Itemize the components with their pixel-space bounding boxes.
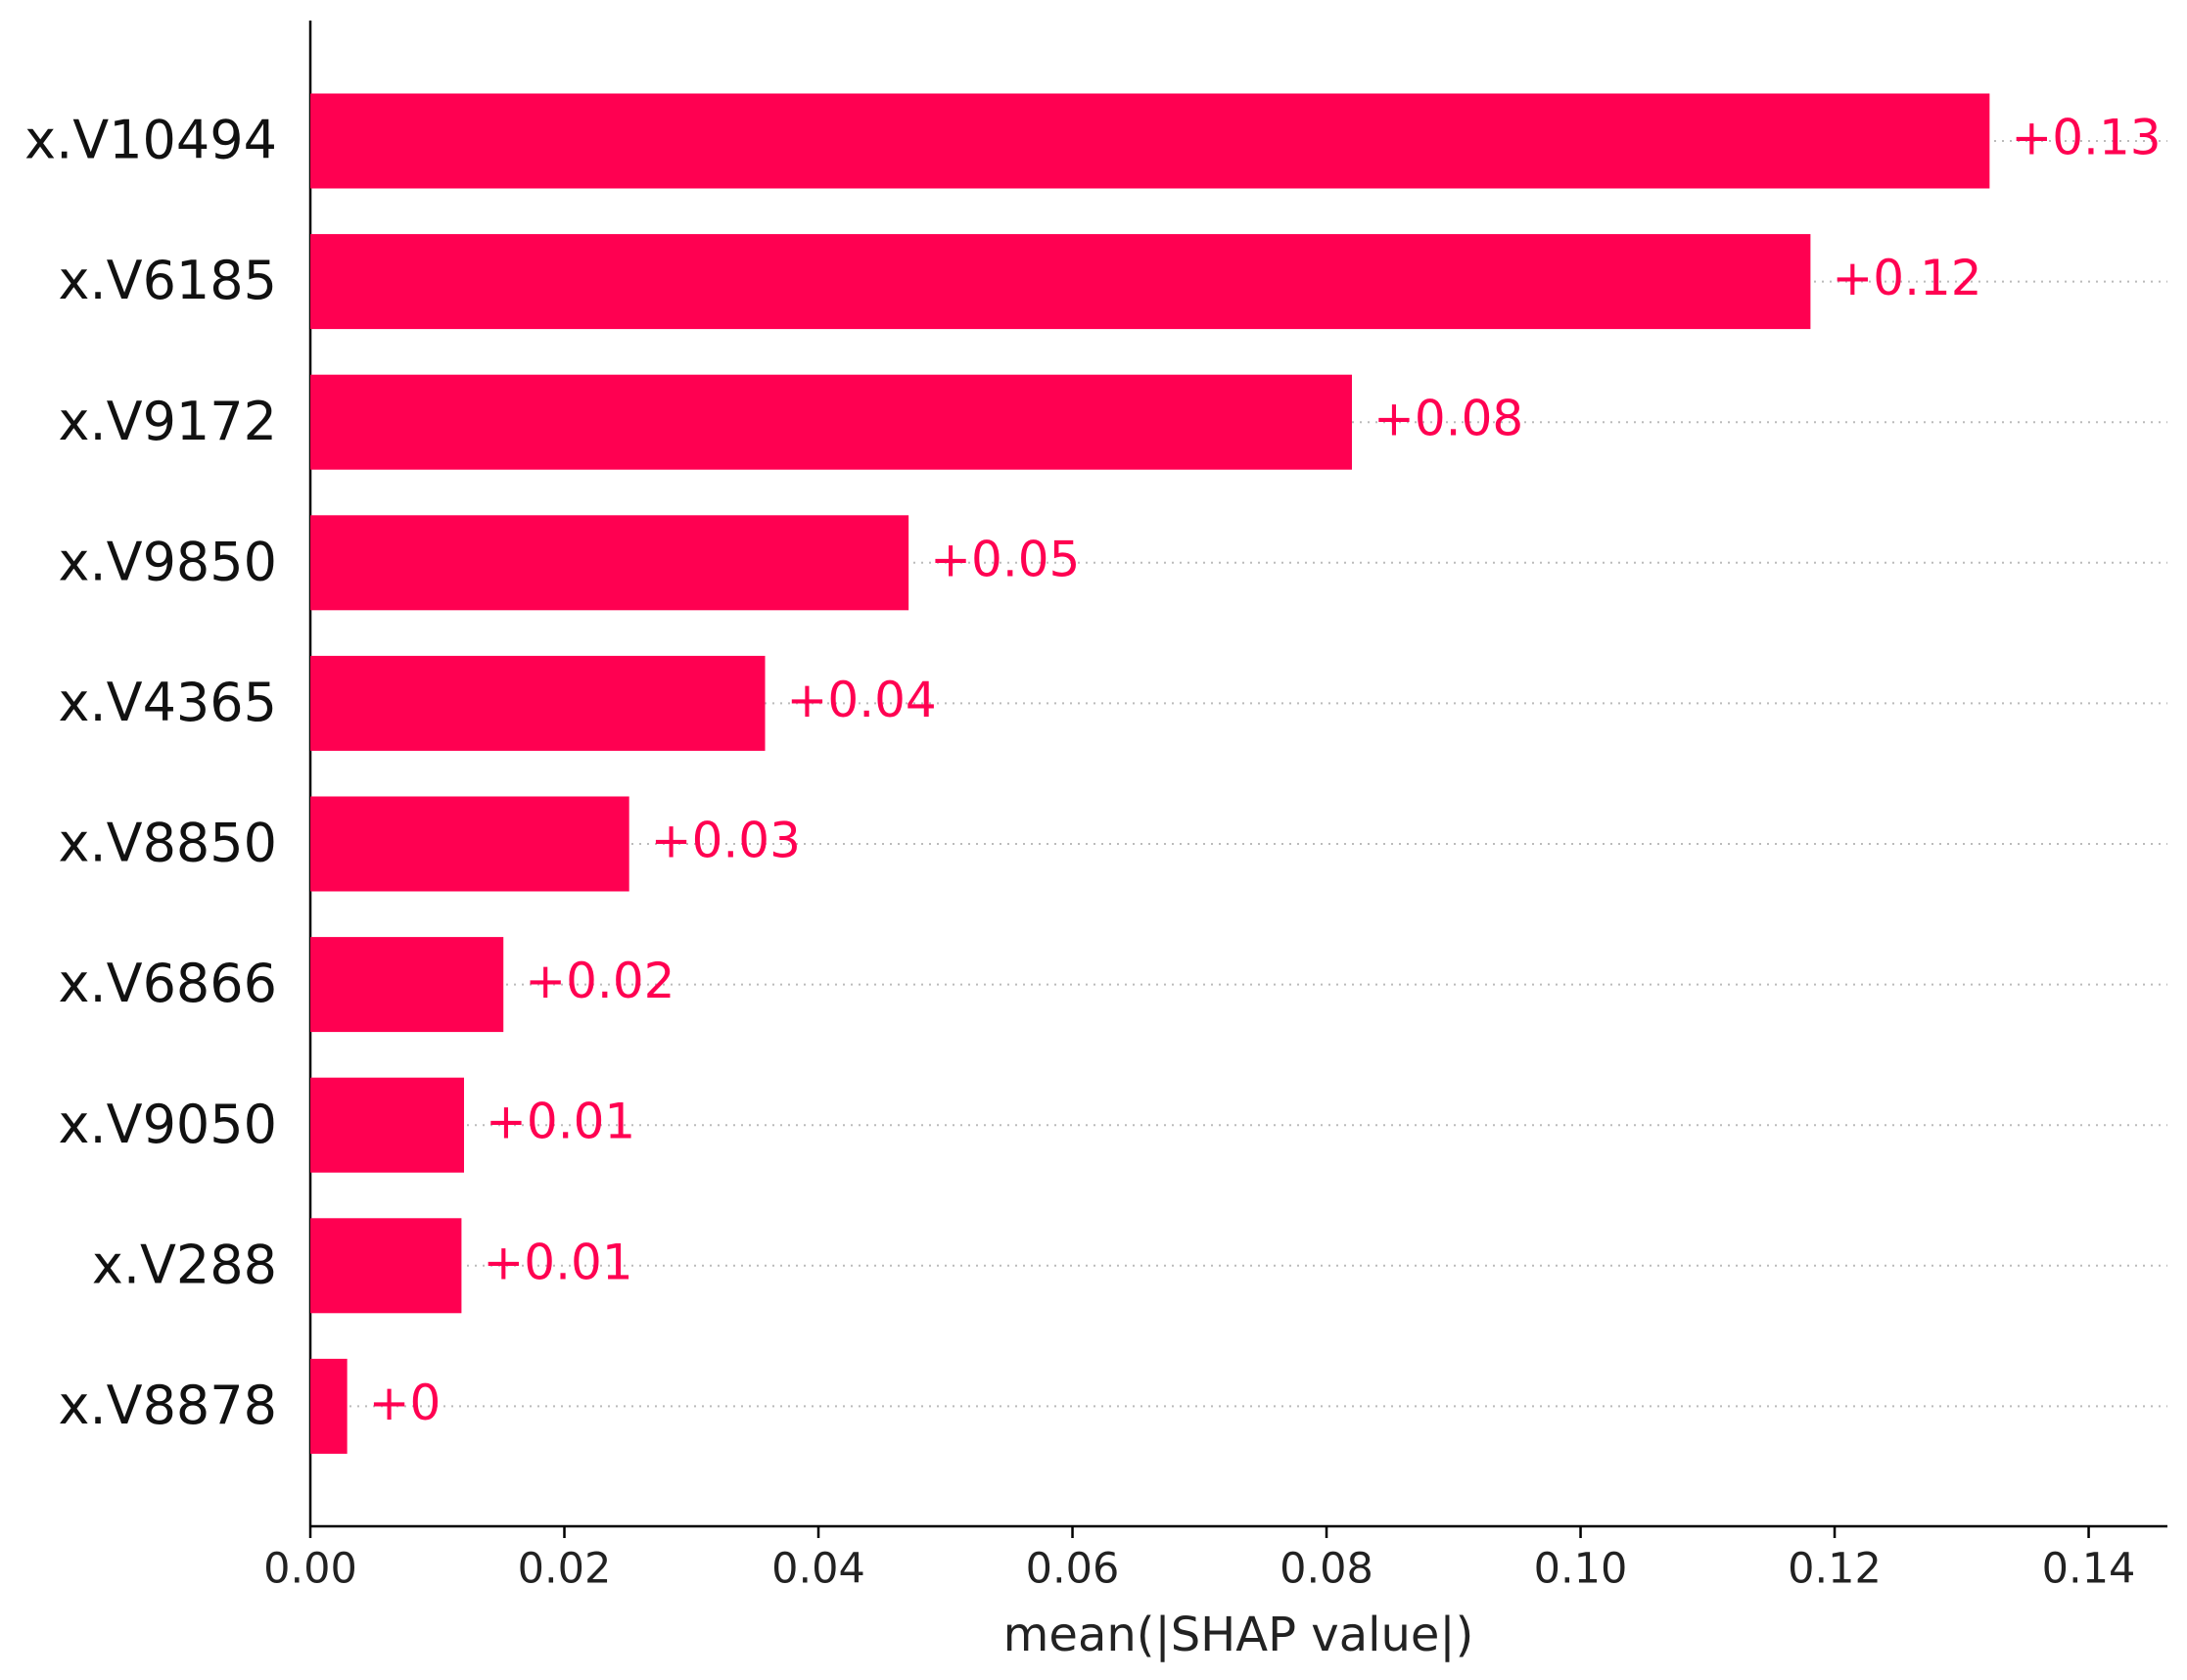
y-tick-label: x.V6185 xyxy=(59,250,278,311)
value-label: +0.01 xyxy=(483,1234,632,1290)
y-tick-label: x.V4365 xyxy=(59,672,278,733)
bar xyxy=(310,1077,465,1173)
bar xyxy=(310,93,1990,189)
value-label: +0.02 xyxy=(525,953,675,1009)
x-tick-label: 0.08 xyxy=(1280,1545,1373,1594)
bar xyxy=(310,655,766,751)
value-label: +0.13 xyxy=(2011,110,2161,166)
bar xyxy=(310,796,629,892)
value-label: +0.03 xyxy=(651,813,801,869)
bar xyxy=(310,1358,348,1454)
y-tick-label: x.V9050 xyxy=(59,1094,278,1155)
y-tick-label: x.V9850 xyxy=(59,531,278,592)
value-label: +0.05 xyxy=(930,531,1080,587)
value-label: +0.12 xyxy=(1832,250,1981,306)
bar xyxy=(310,937,504,1033)
value-label: +0.01 xyxy=(486,1094,635,1150)
x-tick-label: 0.10 xyxy=(1534,1545,1628,1594)
y-tick-label: x.V9172 xyxy=(59,391,278,452)
y-tick-label: x.V10494 xyxy=(24,110,277,171)
y-tick-label: x.V8850 xyxy=(59,813,278,874)
y-tick-label: x.V288 xyxy=(92,1234,277,1295)
bar xyxy=(310,234,1811,330)
x-tick-label: 0.12 xyxy=(1788,1545,1882,1594)
x-tick-label: 0.06 xyxy=(1026,1545,1120,1594)
bar xyxy=(310,515,909,611)
value-label: +0.08 xyxy=(1373,391,1523,447)
x-axis-label: mean(|SHAP value|) xyxy=(1003,1608,1474,1662)
y-tick-label: x.V6866 xyxy=(59,953,278,1014)
x-tick-label: 0.02 xyxy=(518,1545,612,1594)
x-tick-label: 0.04 xyxy=(771,1545,865,1594)
value-label: +0.04 xyxy=(787,672,937,728)
bar xyxy=(310,1218,462,1314)
value-label: +0 xyxy=(369,1375,442,1431)
x-tick-label: 0.00 xyxy=(263,1545,357,1594)
x-tick-label: 0.14 xyxy=(2042,1545,2136,1594)
bar xyxy=(310,374,1352,470)
y-tick-label: x.V8878 xyxy=(59,1375,278,1436)
